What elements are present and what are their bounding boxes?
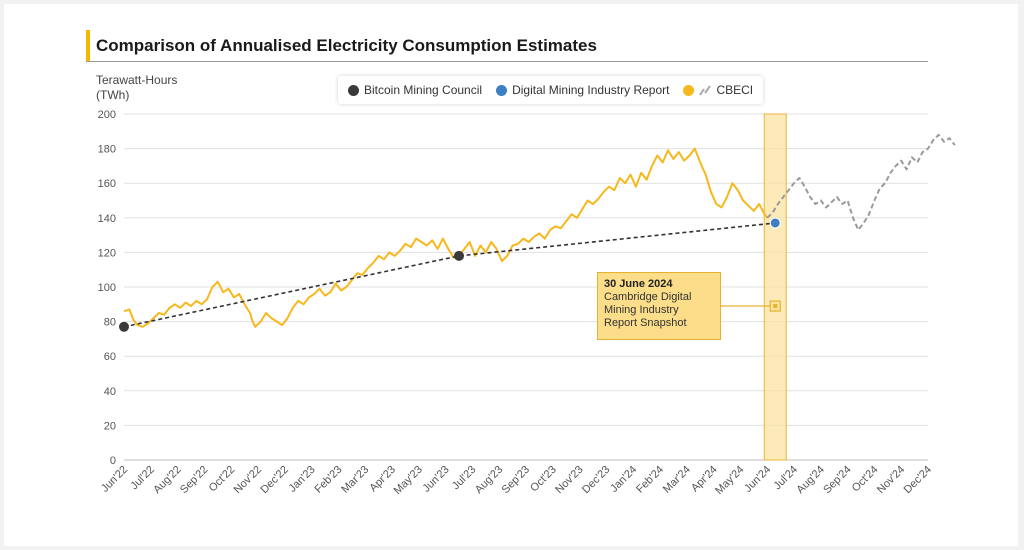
y-tick-label: 180 xyxy=(98,144,116,156)
snapshot-highlight-band xyxy=(763,113,787,461)
gridlines xyxy=(124,113,928,461)
y-axis-ticks: 0 20 40 60 80 100 120 140 160 180 200 xyxy=(98,109,116,467)
dashed-line-icon xyxy=(699,85,712,96)
annotation-square-core xyxy=(773,304,778,309)
series-line-cbeci xyxy=(123,147,768,328)
x-axis-ticks: Jun'22Jul'22Aug'22Sep'22Oct'22Nov'22Dec'… xyxy=(99,464,934,497)
cbeci-dot-icon xyxy=(683,84,695,96)
x-tick-label: Dec'22 xyxy=(258,464,290,496)
x-tick-label: Sep'22 xyxy=(178,464,210,496)
x-tick-label: Feb'23 xyxy=(312,464,344,496)
x-tick-label: Sep'24 xyxy=(821,464,853,496)
title-accent-bar xyxy=(86,30,90,62)
legend-item-dmir[interactable]: Digital Mining Industry Report xyxy=(496,83,669,97)
dmir-point xyxy=(769,217,781,229)
x-tick-label: Jun'24 xyxy=(742,464,773,495)
x-tick-label: May'23 xyxy=(392,464,425,497)
legend-label-cbeci: CBECI xyxy=(716,83,754,97)
x-tick-label: Jan'24 xyxy=(608,464,639,495)
x-tick-label: Feb'24 xyxy=(634,464,666,496)
legend-label-bmc: Bitcoin Mining Council xyxy=(364,83,483,97)
x-tick-label: May'24 xyxy=(713,464,746,497)
marker-layer xyxy=(119,217,781,332)
x-tick-label: Aug'22 xyxy=(151,464,183,496)
legend-item-bmc[interactable]: Bitcoin Mining Council xyxy=(348,83,482,97)
y-tick-label: 200 xyxy=(98,109,116,121)
annotation-connector xyxy=(720,300,781,312)
bmc-point xyxy=(119,321,129,332)
y-axis-unit-line-2: (TWh) xyxy=(96,88,130,102)
x-tick-label: Jun'23 xyxy=(421,464,452,495)
series-layer xyxy=(123,133,956,328)
x-tick-label: Sep'23 xyxy=(500,464,532,496)
x-tick-label: Jun'22 xyxy=(99,464,130,495)
bmc-point xyxy=(454,250,464,261)
x-tick-label: Nov'22 xyxy=(232,464,264,496)
x-tick-label: Nov'24 xyxy=(875,464,907,496)
chart-title: Comparison of Annualised Electricity Con… xyxy=(96,36,597,55)
y-tick-label: 140 xyxy=(98,213,116,225)
series-line-cbeci-forecast xyxy=(766,133,956,231)
x-tick-label: Aug'23 xyxy=(473,464,505,496)
x-tick-label: Mar'23 xyxy=(339,464,371,496)
y-tick-label: 40 xyxy=(104,386,116,398)
x-tick-label: Dec'24 xyxy=(902,464,934,496)
chart-legend: Bitcoin Mining Council Digital Mining In… xyxy=(338,76,764,104)
x-tick-label: Aug'24 xyxy=(794,464,826,496)
y-tick-label: 0 xyxy=(110,455,116,467)
y-tick-label: 160 xyxy=(98,178,116,190)
y-axis-unit-line-1: Terawatt-Hours xyxy=(96,73,178,87)
title-rule xyxy=(86,61,928,62)
legend-item-cbeci[interactable]: CBECI xyxy=(683,83,753,97)
bmc-dot-icon xyxy=(348,84,359,96)
y-tick-label: 60 xyxy=(104,351,116,363)
annotation-text: Cambridge Digital Mining Industry Report… xyxy=(604,291,692,329)
dmir-dot-icon xyxy=(496,84,508,96)
annotation-callout: 30 June 2024 Cambridge Digital Mining In… xyxy=(597,272,721,340)
series-line-bmc xyxy=(123,222,776,328)
y-axis-unit-label: Terawatt-Hours (TWh) xyxy=(96,73,177,103)
x-tick-label: Dec'23 xyxy=(580,464,612,496)
x-tick-label: Jan'23 xyxy=(287,464,318,495)
y-tick-label: 120 xyxy=(98,247,116,259)
annotation-date: 30 June 2024 xyxy=(604,278,673,290)
y-tick-label: 20 xyxy=(104,420,116,432)
x-tick-label: Nov'23 xyxy=(553,464,585,496)
y-tick-label: 100 xyxy=(98,282,116,294)
legend-label-dmir: Digital Mining Industry Report xyxy=(512,83,670,97)
x-tick-label: Mar'24 xyxy=(661,464,693,496)
y-tick-label: 80 xyxy=(104,317,116,329)
